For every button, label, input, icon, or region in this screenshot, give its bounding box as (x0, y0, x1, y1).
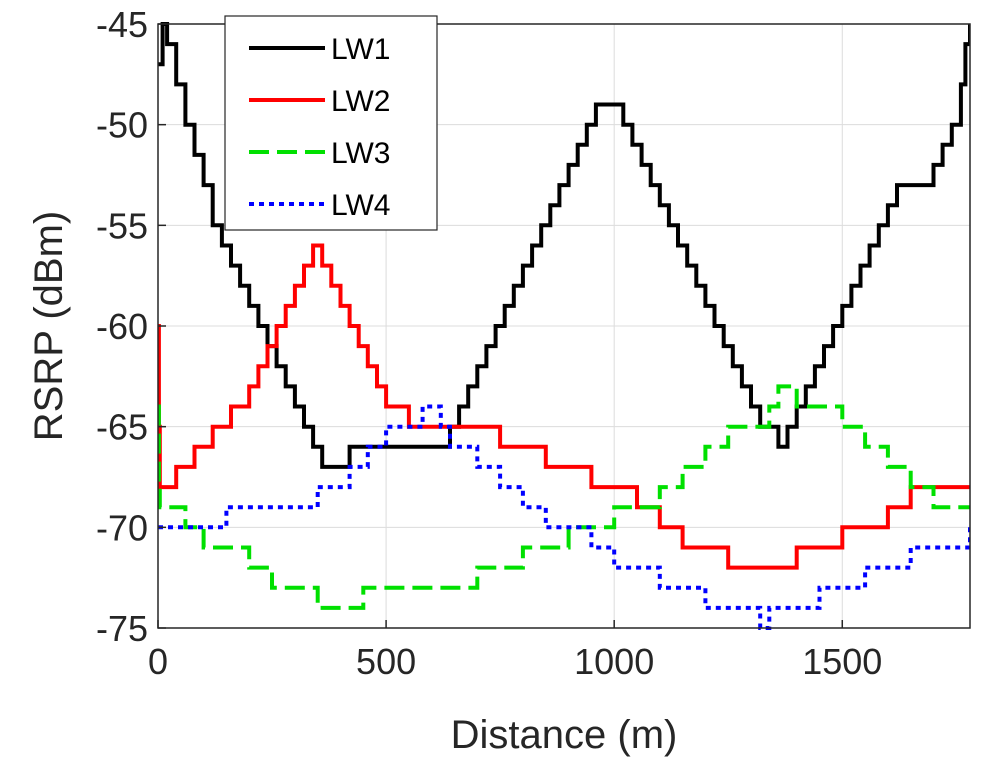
series-line-lw3 (158, 384, 970, 610)
x-tick-label: 500 (356, 641, 416, 682)
series-line-lw1 (158, 22, 970, 469)
x-tick-label: 1500 (802, 641, 882, 682)
legend-label-lw3: LW3 (331, 137, 390, 170)
x-tick-label: 0 (148, 641, 168, 682)
legend: LW1 LW2 LW3 LW4 (224, 15, 438, 231)
y-tick-label: -65 (96, 407, 148, 448)
x-ticks: 0 500 1000 1500 (148, 620, 882, 682)
series-line-lw4 (158, 404, 970, 630)
series-line-lw2 (158, 243, 970, 570)
y-tick-label: -75 (96, 608, 148, 649)
legend-label-lw1: LW1 (331, 33, 390, 66)
y-tick-label: -70 (96, 507, 148, 548)
legend-label-lw2: LW2 (331, 85, 390, 118)
y-tick-label: -50 (96, 105, 148, 146)
legend-label-lw4: LW4 (331, 189, 390, 222)
series-lines (158, 22, 970, 630)
x-axis-label: Distance (m) (451, 713, 678, 757)
y-ticks: -45 -50 -55 -60 -65 -70 -75 (96, 4, 166, 649)
y-tick-label: -45 (96, 4, 148, 45)
legend-box (224, 15, 438, 231)
y-tick-label: -55 (96, 205, 148, 246)
y-axis-label: RSRP (dBm) (27, 211, 71, 441)
x-tick-label: 1000 (574, 641, 654, 682)
y-tick-label: -60 (96, 306, 148, 347)
legend-items: LW1 LW2 LW3 LW4 (249, 33, 390, 222)
